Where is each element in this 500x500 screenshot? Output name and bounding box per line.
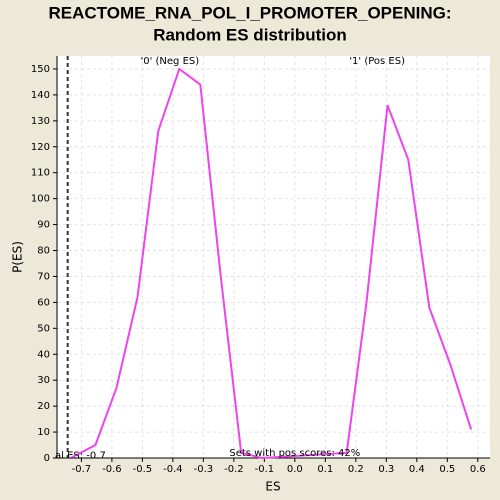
annotation: '1' (Pos ES)	[349, 56, 405, 67]
y-tick-label: 130	[31, 116, 50, 127]
y-axis-label: P(ES)	[11, 241, 25, 273]
x-tick-label: -0.6	[102, 464, 122, 475]
y-tick-label: 100	[31, 194, 50, 205]
y-tick-label: 50	[37, 323, 50, 334]
x-tick-label: 0.1	[317, 464, 333, 475]
chart-title: REACTOME_RNA_POL_I_PROMOTER_OPENING:	[48, 3, 451, 22]
x-tick-label: -0.1	[255, 464, 275, 475]
annotation: al ES: -0.7	[55, 450, 106, 461]
y-tick-label: 90	[37, 220, 50, 231]
x-tick-label: 0.5	[439, 464, 455, 475]
x-tick-label: -0.2	[224, 464, 244, 475]
y-tick-label: 70	[37, 271, 50, 282]
x-tick-label: 0.3	[378, 464, 394, 475]
annotation: Sets with pos scores: 42%	[229, 448, 360, 459]
y-tick-label: 0	[44, 453, 50, 464]
plot-area	[57, 56, 490, 458]
line-series	[70, 67, 473, 460]
x-tick-label: 0.6	[470, 464, 486, 475]
y-tick-label: 140	[31, 90, 50, 101]
x-tick-label: 0.4	[409, 464, 425, 475]
annotation: '0' (Neg ES)	[140, 56, 199, 67]
chart-title: Random ES distribution	[153, 25, 347, 44]
y-tick-label: 10	[37, 427, 50, 438]
x-tick-label: -0.5	[133, 464, 153, 475]
y-tick-label: 80	[37, 246, 50, 257]
x-tick-label: 0.0	[287, 464, 303, 475]
y-tick-label: 30	[37, 375, 50, 386]
y-tick-label: 20	[37, 401, 50, 412]
x-axis-label: ES	[265, 480, 280, 494]
y-tick-label: 60	[37, 297, 50, 308]
x-tick-label: -0.3	[194, 464, 214, 475]
x-tick-label: -0.4	[163, 464, 183, 475]
y-tick-label: 110	[31, 168, 50, 179]
y-tick-label: 150	[31, 64, 50, 75]
x-tick-label: 0.2	[348, 464, 364, 475]
y-tick-label: 120	[31, 142, 50, 153]
x-tick-label: -0.7	[72, 464, 92, 475]
y-tick-label: 40	[37, 349, 50, 360]
